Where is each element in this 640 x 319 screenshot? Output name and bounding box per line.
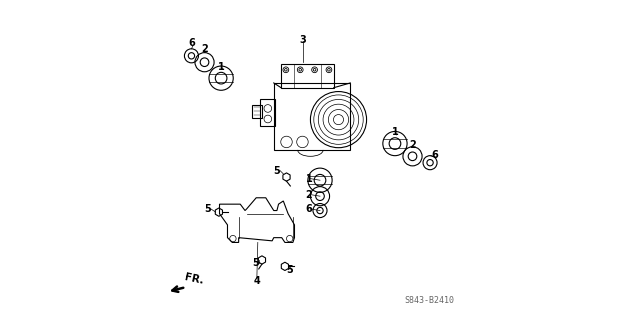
Bar xyxy=(281,64,333,88)
Text: 5: 5 xyxy=(252,258,259,268)
Text: FR.: FR. xyxy=(184,272,205,286)
Text: 6: 6 xyxy=(188,38,195,48)
Text: 5: 5 xyxy=(286,264,293,275)
Text: 5: 5 xyxy=(273,166,280,176)
Text: 2: 2 xyxy=(201,44,208,55)
Text: 1: 1 xyxy=(218,62,225,72)
Text: 6: 6 xyxy=(431,150,438,160)
Text: 2: 2 xyxy=(305,189,312,200)
Bar xyxy=(260,99,275,126)
Text: 3: 3 xyxy=(300,35,307,45)
Text: 1: 1 xyxy=(305,174,312,184)
Bar xyxy=(252,105,262,118)
Text: S843-B2410: S843-B2410 xyxy=(404,296,454,305)
Text: 2: 2 xyxy=(409,140,416,150)
Bar xyxy=(274,83,350,150)
Text: 1: 1 xyxy=(392,127,398,137)
Text: 6: 6 xyxy=(305,204,312,214)
Text: 4: 4 xyxy=(253,276,260,286)
Text: 5: 5 xyxy=(204,204,211,214)
